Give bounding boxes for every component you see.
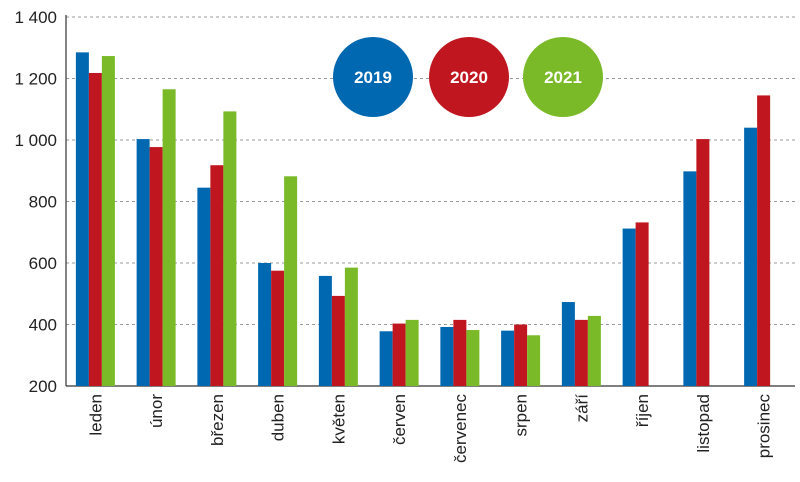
bar-2020-duben xyxy=(271,270,285,386)
legend-marker-2019 xyxy=(333,37,413,117)
bar-2021-leden xyxy=(101,56,115,387)
legend-marker-2020 xyxy=(429,37,509,117)
gridlines xyxy=(66,16,795,325)
bar-2019-leden xyxy=(75,52,89,387)
bar-2019-srpen xyxy=(501,330,515,386)
bar-2020-červen xyxy=(392,323,406,386)
bar-2020-březen xyxy=(210,165,224,386)
y-tick-label: 200 xyxy=(29,377,57,396)
x-category-label: březen xyxy=(208,394,227,446)
x-category-label: květen xyxy=(329,394,348,444)
y-tick-label: 600 xyxy=(29,254,57,273)
legend-label-2019: 2019 xyxy=(354,68,392,87)
bar-2020-prosinec xyxy=(757,95,771,386)
bar-2021-duben xyxy=(284,176,298,386)
bar-2019-prosinec xyxy=(744,127,758,386)
bar-2021-srpen xyxy=(527,335,541,386)
bar-2021-únor xyxy=(162,89,176,386)
bar-2020-únor xyxy=(149,147,163,386)
bar-2019-listopad xyxy=(683,171,697,386)
x-category-label: listopad xyxy=(694,394,713,453)
legend-marker-2021 xyxy=(523,37,603,117)
bars xyxy=(75,52,771,387)
bar-2021-červen xyxy=(405,319,419,386)
y-tick-label: 800 xyxy=(29,193,57,212)
bar-2020-listopad xyxy=(696,139,710,386)
bar-2019-březen xyxy=(197,187,211,386)
x-category-label: prosinec xyxy=(755,394,774,459)
x-category-label: říjen xyxy=(633,394,652,427)
bar-2020-září xyxy=(574,319,588,386)
bar-2021-březen xyxy=(223,111,237,386)
x-category-label: červenec xyxy=(451,394,470,463)
x-category-label: únor xyxy=(147,394,166,428)
legend-label-2020: 2020 xyxy=(450,68,488,87)
bar-2020-srpen xyxy=(514,324,528,386)
bar-2019-září xyxy=(561,302,575,386)
y-tick-labels: 200 400 600 800 1 000 1 200 1 400 xyxy=(14,8,57,396)
bar-2019-únor xyxy=(136,139,150,386)
x-category-label: duben xyxy=(269,394,288,441)
x-category-label: září xyxy=(572,394,591,423)
x-category-label: srpen xyxy=(512,394,531,437)
bar-2020-říjen xyxy=(635,222,649,386)
bar-2019-červenec xyxy=(440,326,454,386)
y-tick-label: 1 400 xyxy=(14,8,57,27)
bar-2019-říjen xyxy=(622,228,636,386)
x-category-labels: leden únor březen duben květen červen červenec… xyxy=(86,394,773,463)
bar-2021-červenec xyxy=(466,330,480,386)
bar-2019-květen xyxy=(318,275,332,386)
y-tick-label: 1 200 xyxy=(14,70,57,89)
legend-label-2021: 2021 xyxy=(544,68,582,87)
bar-2020-červenec xyxy=(453,319,467,386)
bar-2020-květen xyxy=(331,295,345,386)
bar-2019-červen xyxy=(379,331,393,386)
bar-2021-květen xyxy=(344,267,358,386)
axes xyxy=(65,15,795,387)
x-category-label: červen xyxy=(390,394,409,445)
bar-2021-září xyxy=(587,315,601,386)
bar-2019-duben xyxy=(258,263,272,386)
y-tick-label: 400 xyxy=(29,316,57,335)
legend: 2019 2020 2021 xyxy=(333,37,603,117)
x-category-label: leden xyxy=(86,394,105,436)
bar-2020-leden xyxy=(88,72,102,386)
y-tick-label: 1 000 xyxy=(14,131,57,150)
